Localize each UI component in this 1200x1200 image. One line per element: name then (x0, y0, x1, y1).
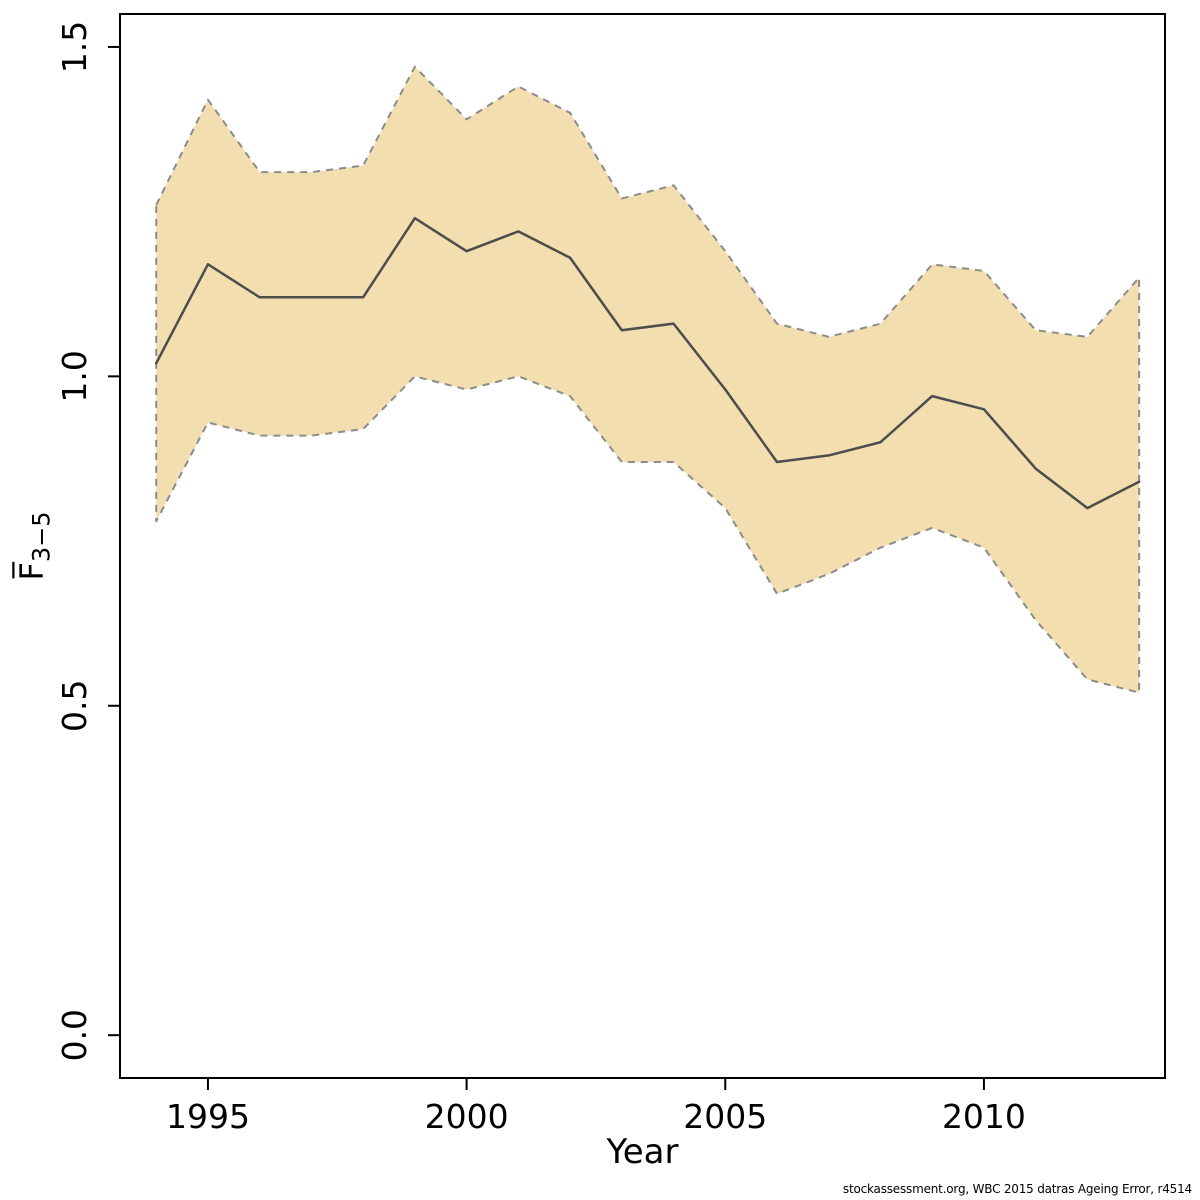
x-tick-label: 1995 (166, 1097, 250, 1136)
source-credit: stockassessment.org, WBC 2015 datras Age… (842, 1182, 1192, 1196)
y-tick-label: 1.5 (55, 21, 94, 73)
y-tick-label: 0.5 (55, 680, 94, 732)
x-tick-label: 2010 (942, 1097, 1026, 1136)
y-tick-label: 0.0 (55, 1009, 94, 1061)
y-axis-title: F̅3−5 (12, 511, 55, 580)
plot-box (119, 13, 1166, 1079)
y-axis-title-subscript: 3−5 (27, 511, 56, 563)
y-tick-label: 1.0 (55, 350, 94, 402)
x-tick-label: 2005 (683, 1097, 767, 1136)
x-axis-title: Year (606, 1132, 679, 1172)
confidence-band (155, 65, 1141, 694)
y-axis-title-main: F̅ (12, 562, 51, 581)
estimate-line (154, 216, 1141, 510)
x-tick-label: 2000 (425, 1097, 509, 1136)
